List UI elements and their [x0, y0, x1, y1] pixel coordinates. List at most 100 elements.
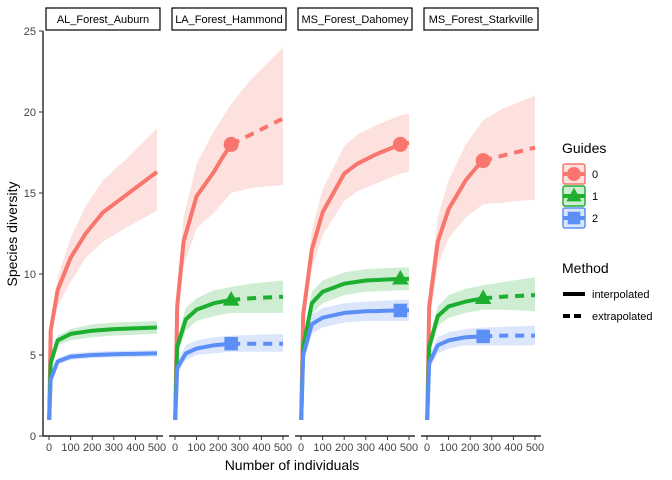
line-interpolated-guide-2 — [47, 351, 158, 420]
legend-guides-title: Guides — [562, 140, 606, 156]
strip-box — [423, 7, 539, 31]
legend: Guides Method 0 1 2 interpolated extrapolat… — [562, 140, 653, 323]
x-tick-label: 200 — [209, 442, 227, 454]
y-tick-label: 5 — [30, 350, 36, 362]
legend-guides-keys: 0 1 2 — [562, 163, 598, 229]
line-interpolated-guide-2 — [299, 308, 401, 420]
line-extrapolated-guide-1 — [231, 294, 284, 302]
ribbon-guide-1 — [175, 280, 283, 420]
legend-key-marker — [566, 187, 582, 202]
strip-label: LA_Forest_Hammond — [175, 14, 283, 26]
x-tick-label: 0 — [424, 442, 430, 454]
x-tick-label: 100 — [61, 442, 79, 454]
x-tick-label: 400 — [378, 442, 396, 454]
legend-key-label: 0 — [592, 169, 598, 181]
strip-box — [45, 7, 161, 31]
legend-key-method-dashed: extrapolated — [563, 311, 653, 323]
ribbon-guide-0 — [49, 128, 158, 420]
observed-point-guide-0 — [223, 136, 239, 152]
strip-label: MS_Forest_Starkville — [429, 14, 534, 26]
strip-label: MS_Forest_Dahomey — [302, 14, 409, 26]
x-tick-label: 500 — [400, 442, 418, 454]
y-tick-label: 0 — [30, 431, 36, 443]
x-tick-label: 400 — [126, 442, 144, 454]
panel-MS_Forest_Dahomey: MS_Forest_Dahomey 0 100 200 300 400 500 — [295, 7, 418, 454]
line-extrapolated-guide-1 — [483, 293, 536, 301]
observed-point-guide-2 — [224, 336, 238, 351]
x-axis: 0 100 200 300 400 500 — [43, 435, 166, 454]
ribbon-guide-0 — [427, 95, 535, 420]
legend-key-label: extrapolated — [592, 311, 653, 323]
line-interpolated-guide-1 — [173, 297, 232, 420]
y-axis-title: Species diversity — [4, 181, 20, 286]
line-interpolated-guide-1 — [47, 325, 158, 420]
panel-MS_Forest_Starkville: MS_Forest_Starkville 0 100 200 300 400 500 — [421, 7, 544, 454]
x-tick-label: 0 — [298, 442, 304, 454]
x-tick-label: 500 — [526, 442, 544, 454]
observed-point-guide-2 — [476, 329, 490, 344]
panel-LA_Forest_Hammond: LA_Forest_Hammond 0 100 200 300 400 500 — [169, 7, 292, 454]
line-interpolated-guide-1 — [425, 296, 484, 420]
x-tick-label: 300 — [483, 442, 501, 454]
ribbon-guide-2 — [427, 325, 535, 420]
y-tick-label: 20 — [24, 107, 36, 119]
legend-key-marker — [567, 211, 581, 225]
line-interpolated-guide-2 — [173, 341, 232, 420]
x-axis: 0 100 200 300 400 500 — [295, 435, 418, 454]
ribbon-guide-1 — [427, 277, 535, 420]
legend-key-label: interpolated — [592, 289, 650, 301]
x-tick-label: 500 — [148, 442, 166, 454]
legend-key-label: 1 — [592, 191, 598, 203]
x-tick-label: 400 — [504, 442, 522, 454]
line-interpolated-guide-1 — [299, 276, 401, 420]
legend-key-method-solid: interpolated — [563, 289, 650, 301]
ribbon-guide-0 — [175, 47, 283, 420]
x-tick-label: 100 — [313, 442, 331, 454]
x-tick-label: 0 — [46, 442, 52, 454]
x-tick-label: 100 — [187, 442, 205, 454]
observed-point-guide-1 — [222, 291, 240, 306]
x-axis-title: Number of individuals — [225, 457, 360, 473]
legend-key-marker — [567, 167, 581, 181]
x-tick-label: 200 — [461, 442, 479, 454]
line-interpolated-guide-0 — [173, 143, 233, 420]
observed-point-guide-0 — [475, 153, 491, 169]
strip-box — [171, 7, 287, 31]
x-tick-label: 100 — [439, 442, 457, 454]
panel-AL_Forest_Auburn: AL_Forest_Auburn 0 100 200 300 400 500 — [43, 7, 166, 454]
line-interpolated-guide-0 — [425, 159, 485, 420]
x-tick-label: 200 — [335, 442, 353, 454]
strip-label: AL_Forest_Auburn — [57, 14, 149, 26]
x-tick-label: 300 — [357, 442, 375, 454]
legend-key-guide-1: 1 — [562, 185, 598, 207]
ribbon-guide-1 — [301, 267, 409, 420]
x-tick-label: 400 — [252, 442, 270, 454]
y-tick-label: 25 — [24, 26, 36, 38]
x-axis: 0 100 200 300 400 500 — [421, 435, 544, 454]
x-tick-label: 500 — [274, 442, 292, 454]
observed-point-guide-1 — [392, 270, 409, 285]
ribbon-guide-2 — [301, 299, 409, 420]
y-axis: 0 5 10 15 20 25 — [24, 26, 44, 443]
x-axis: 0 100 200 300 400 500 — [169, 435, 292, 454]
legend-method-title: Method — [562, 260, 609, 276]
x-tick-label: 300 — [105, 442, 123, 454]
y-tick-label: 10 — [24, 269, 36, 281]
ribbon-guide-2 — [175, 333, 283, 420]
legend-key-guide-0: 0 — [562, 163, 598, 185]
observed-point-guide-2 — [393, 303, 408, 318]
line-interpolated-guide-2 — [425, 334, 484, 420]
legend-key-guide-2: 2 — [562, 207, 598, 229]
ribbon-guide-0 — [301, 113, 409, 420]
x-tick-label: 200 — [83, 442, 101, 454]
observed-point-guide-1 — [474, 289, 492, 304]
line-interpolated-guide-0 — [299, 142, 402, 420]
legend-key-label: 2 — [592, 213, 598, 225]
x-tick-label: 0 — [172, 442, 178, 454]
x-tick-label: 300 — [231, 442, 249, 454]
legend-method-keys: interpolated extrapolated — [563, 289, 653, 323]
y-tick-label: 15 — [24, 188, 36, 200]
ribbon-guide-1 — [49, 321, 158, 420]
